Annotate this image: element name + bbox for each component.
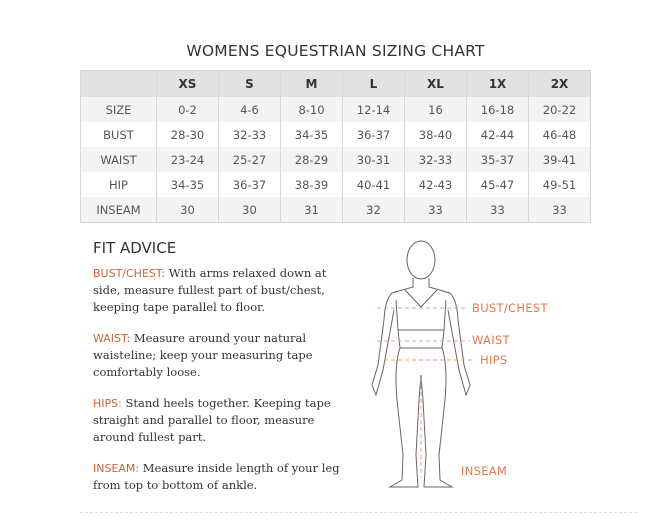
table-cell: 40-41 [342,172,405,197]
row-label: INSEAM [80,197,157,223]
table-cell: 46-48 [528,122,591,147]
label-waist: WAIST [472,333,510,347]
advice-text: With arms relaxed down at side, measure … [93,266,327,314]
column-header [80,70,157,97]
label-hips: HIPS [480,353,508,367]
label-bust-chest: BUST/CHEST [472,301,548,315]
table-cell: 39-41 [528,147,591,172]
table-cell: 8-10 [280,97,343,122]
row-label: SIZE [80,97,157,122]
table-cell: 35-37 [466,147,529,172]
table-cell: 0-2 [156,97,219,122]
divider [80,512,637,513]
table-row: WAIST 23-24 25-27 28-29 30-31 32-33 35-37 39-41 [80,147,591,172]
table-cell: 31 [280,197,343,223]
table-cell: 32-33 [404,147,467,172]
advice-hips: HIPS: Stand heels together. Keeping tape… [93,395,343,446]
table-cell: 30 [218,197,281,223]
table-cell: 33 [466,197,529,223]
column-header: XL [404,70,467,97]
table-cell: 32 [342,197,405,223]
table-cell: 45-47 [466,172,529,197]
table-cell: 38-39 [280,172,343,197]
table-cell: 42-43 [404,172,467,197]
table-cell: 36-37 [218,172,281,197]
table-cell: 4-6 [218,97,281,122]
sizing-table: XS S M L XL 1X 2X SIZE 0-2 4-6 8-10 12-14 16 16-18 20… [80,70,591,223]
table-cell: 34-35 [280,122,343,147]
table-cell: 16 [404,97,467,122]
table-cell: 32-33 [218,122,281,147]
table-cell: 33 [404,197,467,223]
table-cell: 23-24 [156,147,219,172]
table-cell: 25-27 [218,147,281,172]
advice-key: WAIST: [93,332,131,345]
row-label: BUST [80,122,157,147]
column-header: M [280,70,343,97]
fit-advice-title: FIT ADVICE [93,239,177,257]
advice-text: Measure inside length of your leg from t… [93,461,340,492]
column-header: XS [156,70,219,97]
row-label: HIP [80,172,157,197]
column-header: 2X [528,70,591,97]
advice-key: INSEAM: [93,462,140,475]
row-label: WAIST [80,147,157,172]
column-header: S [218,70,281,97]
table-row: BUST 28-30 32-33 34-35 36-37 38-40 42-44 46-48 [80,122,591,147]
table-cell: 20-22 [528,97,591,122]
table-cell: 28-29 [280,147,343,172]
table-cell: 42-44 [466,122,529,147]
column-header: 1X [466,70,529,97]
table-header-row: XS S M L XL 1X 2X [80,70,591,97]
table-cell: 16-18 [466,97,529,122]
advice-text: Stand heels together. Keeping tape strai… [93,396,331,444]
advice-text: Measure around your natural waisteline; … [93,331,313,379]
table-cell: 30-31 [342,147,405,172]
advice-waist: WAIST: Measure around your natural waist… [93,330,343,381]
label-inseam: INSEAM [461,464,508,478]
table-cell: 36-37 [342,122,405,147]
table-cell: 38-40 [404,122,467,147]
table-row: SIZE 0-2 4-6 8-10 12-14 16 16-18 20-22 [80,97,591,122]
table-row: INSEAM 30 30 31 32 33 33 33 [80,197,591,223]
advice-inseam: INSEAM: Measure inside length of your le… [93,460,343,494]
table-cell: 33 [528,197,591,223]
table-cell: 12-14 [342,97,405,122]
table-cell: 28-30 [156,122,219,147]
table-cell: 49-51 [528,172,591,197]
table-cell: 30 [156,197,219,223]
advice-bust: BUST/CHEST: With arms relaxed down at si… [93,265,343,316]
page-title: WOMENS EQUESTRIAN SIZING CHART [186,42,485,60]
table-cell: 34-35 [156,172,219,197]
advice-key: HIPS: [93,397,122,410]
column-header: L [342,70,405,97]
advice-key: BUST/CHEST: [93,267,166,280]
table-row: HIP 34-35 36-37 38-39 40-41 42-43 45-47 49-51 [80,172,591,197]
